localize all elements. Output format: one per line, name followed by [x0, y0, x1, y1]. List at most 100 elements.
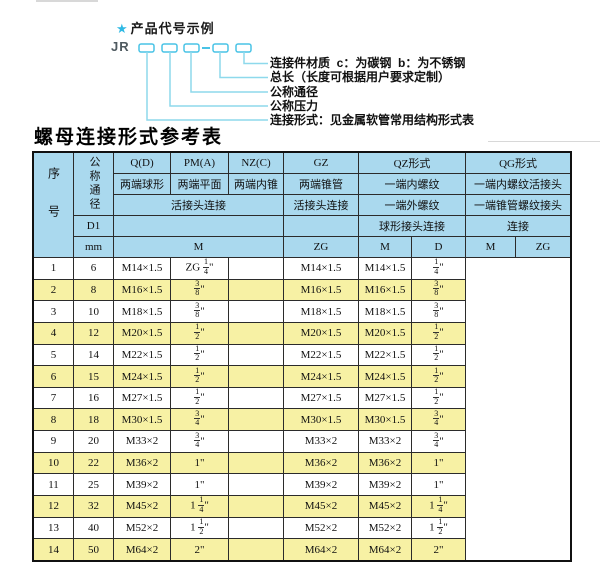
diagram-title-text: 产品代号示例 — [130, 21, 215, 36]
cell-gz: 1 1 4 " — [170, 495, 229, 518]
cell-seq: 6 — [33, 365, 74, 388]
cell-qz_d: M27×1.5 — [283, 386, 359, 410]
cell-qz_m — [228, 386, 284, 410]
cell-seq: 3 — [33, 300, 74, 323]
header-empty-gz — [283, 215, 359, 237]
cell-qg_zg: 1 2 " — [410, 321, 467, 345]
cell-qz_d: M64×2 — [283, 538, 359, 561]
cell-qz_m — [228, 495, 284, 518]
cell-qz_d: M36×2 — [283, 451, 359, 475]
cell-qz_m — [228, 278, 284, 302]
connector-line — [190, 52, 268, 93]
code-label-material: 连接件材质 c：为碳钢 b：为不锈钢 — [270, 56, 466, 70]
header-empty-span — [113, 215, 284, 237]
connector-line — [219, 52, 268, 79]
table-row: 10 22 M36×2 1" M36×2 M36×2 1" — [33, 451, 571, 475]
code-box — [212, 43, 229, 53]
table-row: 1 6 M14×1.5 ZG 1 4 " M14×1.5 M14×1.5 1 4 " — [33, 257, 571, 280]
cell-qz_d: M30×1.5 — [283, 408, 359, 432]
table-row: 13 40 M52×2 1 1 2 " M52×2 M52×2 1 1 2 " — [33, 516, 571, 540]
cell-gz: 3 8 " — [170, 300, 229, 323]
cell-dn: 22 — [73, 451, 114, 475]
table-row: 4 12 M20×1.5 1 2 " M20×1.5 M20×1.5 1 2 " — [33, 321, 571, 345]
cell-qg_zg: 1 2 " — [410, 343, 467, 367]
cell-dn: 32 — [73, 495, 114, 518]
cell-gz: 1 2 " — [170, 365, 229, 388]
header-qg-m: M — [465, 236, 517, 258]
cell-qg_m: M64×2 — [358, 538, 412, 561]
header-seq: 序号 — [33, 152, 74, 258]
cell-gz: 3 8 " — [170, 278, 229, 302]
cell-seq: 9 — [33, 430, 74, 453]
code-label-nominal-pressure: 公称压力 — [270, 99, 319, 113]
diagram-title: ★ 产品代号示例 — [116, 18, 215, 37]
product-prefix: JR — [111, 39, 130, 54]
cell-seq: 10 — [33, 451, 74, 475]
header-q-sub: 两端球形 — [113, 173, 171, 195]
cell-qg_zg: 1 2 " — [410, 365, 467, 388]
cell-seq: 14 — [33, 538, 74, 561]
code-label-length: 总长（长度可根据用户要求定制） — [270, 70, 451, 84]
cell-gz: 3 4 " — [170, 408, 229, 432]
header-q: Q(D) — [113, 152, 171, 174]
star-icon: ★ — [116, 21, 129, 36]
cell-gz: ZG 1 4 " — [170, 257, 229, 280]
header-qz-sub2: 一端外螺纹 — [357, 194, 467, 216]
cell-m: M22×1.5 — [113, 343, 171, 367]
cell-qz_m — [228, 365, 284, 388]
table-row: 2 8 M16×1.5 3 8 " M16×1.5 M16×1.5 3 8 " — [33, 278, 571, 302]
cell-seq: 2 — [33, 278, 74, 302]
table-body: 1 6 M14×1.5 ZG 1 4 " M14×1.5 M14×1.5 1 4 " 2 8 M16×1.… — [33, 257, 571, 561]
cell-qz_m — [228, 473, 284, 497]
cell-qz_m — [228, 321, 284, 345]
table-row: 6 15 M24×1.5 1 2 " M24×1.5 M24×1.5 1 2 " — [33, 365, 571, 388]
cell-dn: 10 — [73, 300, 114, 323]
cell-qz_d: M16×1.5 — [283, 278, 359, 302]
cell-qg_zg: 3 4 " — [410, 430, 467, 453]
cell-qg_zg: 3 8 " — [410, 300, 467, 323]
cell-dn: 15 — [73, 365, 114, 388]
cell-m: M33×2 — [113, 430, 171, 453]
cell-m: M24×1.5 — [113, 365, 171, 388]
cell-dn: 25 — [73, 473, 114, 497]
cell-qz_d: M20×1.5 — [283, 321, 359, 345]
cell-gz: 3 4 " — [170, 430, 229, 453]
header-qg-sub1: 一端内螺纹活接头 — [465, 173, 572, 195]
header-qg-zg: ZG — [515, 236, 572, 258]
cell-m: M18×1.5 — [113, 300, 171, 323]
header-m: M — [113, 236, 284, 258]
cell-qg_m: M27×1.5 — [358, 386, 412, 410]
cell-qg_m: M36×2 — [358, 451, 412, 475]
code-boxes-and-connector-lines — [138, 43, 268, 121]
cell-qg_zg: 1" — [410, 473, 467, 497]
cell-qz_d: M52×2 — [283, 516, 359, 540]
cell-qz_d: M33×2 — [283, 430, 359, 453]
header-union-connection: 活接头连接 — [113, 194, 284, 216]
header-d1: D1 — [73, 215, 114, 237]
table-row: 8 18 M30×1.5 3 4 " M30×1.5 M30×1.5 3 4 " — [33, 408, 571, 432]
cell-gz: 1" — [170, 451, 229, 475]
header-qz-m: M — [358, 236, 412, 258]
cell-dn: 18 — [73, 408, 114, 432]
cell-qz_d: M18×1.5 — [283, 300, 359, 323]
cell-dn: 8 — [73, 278, 114, 302]
cell-seq: 13 — [33, 516, 74, 540]
code-box — [235, 43, 252, 53]
cell-dn: 20 — [73, 430, 114, 453]
cell-qz_m — [228, 343, 284, 367]
cell-qz_m — [228, 538, 284, 561]
code-label-nominal-diameter: 公称通径 — [270, 85, 319, 99]
header-gz-connection: 活接头连接 — [283, 194, 359, 216]
cell-m: M20×1.5 — [113, 321, 171, 345]
header-qz: QZ形式 — [357, 152, 467, 174]
cell-m: M52×2 — [113, 516, 171, 540]
cell-seq: 11 — [33, 473, 74, 497]
cell-qz_m — [228, 300, 284, 323]
cell-qz_m — [228, 257, 284, 280]
code-box — [183, 43, 200, 53]
cell-qg_m: M22×1.5 — [358, 343, 412, 367]
header-qg-connection: 连接 — [465, 215, 572, 237]
cell-m: M45×2 — [113, 495, 171, 518]
cell-seq: 8 — [33, 408, 74, 432]
connector-line — [146, 52, 268, 121]
